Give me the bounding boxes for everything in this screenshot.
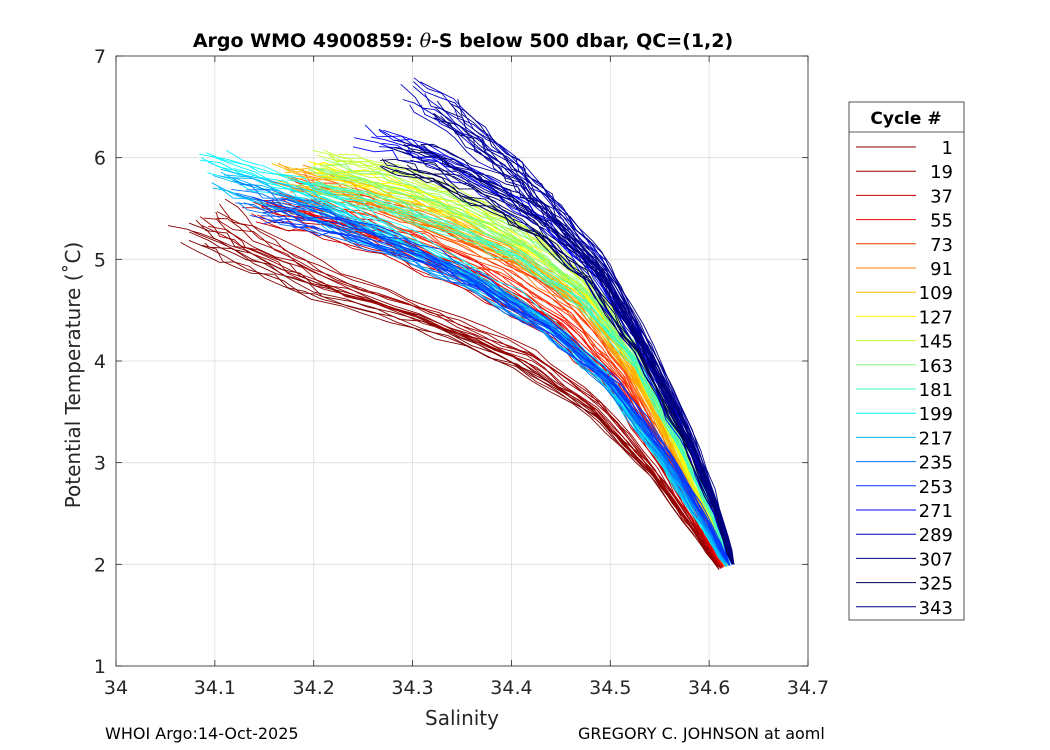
profile-line-cycle-19 xyxy=(199,216,722,569)
x-axis-label: Salinity xyxy=(425,706,499,730)
legend-label: 271 xyxy=(919,501,953,522)
profile-line-cycle-19 xyxy=(215,211,722,569)
profile-line-cycle-19 xyxy=(208,225,722,569)
legend-label: 91 xyxy=(930,259,953,280)
legend-label: 235 xyxy=(919,453,953,474)
legend-label: 253 xyxy=(919,477,953,498)
legend-label: 37 xyxy=(930,186,953,207)
profile-line-cycle-253 xyxy=(266,203,731,566)
x-tick-label: 34 xyxy=(104,677,128,699)
footer-date: WHOI Argo:14-Oct-2025 xyxy=(105,724,299,743)
title-suffix: -S below 500 dbar, QC=(1,2) xyxy=(431,30,733,52)
legend-label: 217 xyxy=(919,428,953,449)
x-tick-label: 34.6 xyxy=(688,677,730,699)
y-tick-label: 6 xyxy=(94,148,106,170)
legend-label: 145 xyxy=(919,332,953,353)
legend-label: 343 xyxy=(919,598,953,619)
y-axis-label: Potential Temperature (˚C) xyxy=(61,242,85,509)
profile-line-cycle-307 xyxy=(457,98,735,565)
x-tick-label: 34.3 xyxy=(391,677,433,699)
legend-entries: 1 19 37 55 73 91 109 127 145 163 181 199 217 235 253 27… xyxy=(856,138,953,619)
legend-label: 73 xyxy=(930,235,953,256)
y-tick-label: 4 xyxy=(94,351,106,373)
legend-label: 55 xyxy=(930,211,953,232)
profile-line-cycle-253 xyxy=(263,219,731,566)
profile-line-cycle-253 xyxy=(262,210,731,566)
profile-line-cycle-343 xyxy=(419,147,735,565)
profile-line-cycle-181 xyxy=(298,181,731,565)
legend-label: 109 xyxy=(919,283,953,304)
profile-line-cycle-235 xyxy=(237,202,730,566)
x-tick-label: 34.5 xyxy=(589,677,631,699)
legend-label: 19 xyxy=(930,162,953,183)
legend-label: 289 xyxy=(919,525,953,546)
x-tick-label: 34.7 xyxy=(787,677,829,699)
legend-title: Cycle # xyxy=(870,109,941,129)
profile-line-cycle-307 xyxy=(449,102,735,565)
title-prefix: Argo WMO 4900859: xyxy=(193,30,420,52)
profile-line-cycle-1 xyxy=(180,242,720,570)
profile-line-cycle-253 xyxy=(249,214,731,566)
profile-line-cycle-343 xyxy=(428,144,735,565)
x-tick-label: 34.4 xyxy=(490,677,532,699)
y-tick-label: 3 xyxy=(94,453,106,475)
footer-author: GREGORY C. JOHNSON at aoml xyxy=(578,724,825,743)
legend-label: 307 xyxy=(919,549,953,570)
title-theta: θ xyxy=(420,30,432,52)
profile-line-cycle-343 xyxy=(420,143,735,565)
y-tick-label: 7 xyxy=(94,46,106,68)
legend-label: 1 xyxy=(942,138,953,159)
y-tick-label: 5 xyxy=(94,249,106,271)
y-tick-label: 2 xyxy=(94,554,106,576)
legend-label: 163 xyxy=(919,356,953,377)
profile-line-cycle-253 xyxy=(268,199,731,566)
profile-line-cycle-307 xyxy=(451,105,735,565)
profile-lines xyxy=(167,77,735,570)
legend-label: 199 xyxy=(919,404,953,425)
legend-label: 325 xyxy=(919,574,953,595)
profile-line-cycle-181 xyxy=(315,180,731,565)
legend: Cycle # 1 19 37 55 73 91 109 127 145 163 181 199 217… xyxy=(848,101,965,621)
legend-label: 181 xyxy=(919,380,953,401)
profile-line-cycle-181 xyxy=(290,190,731,565)
x-tick-label: 34.1 xyxy=(194,677,236,699)
x-tick-label: 34.2 xyxy=(293,677,335,699)
profile-line-cycle-19 xyxy=(216,218,722,569)
y-tick-label: 1 xyxy=(94,656,106,678)
profile-line-cycle-253 xyxy=(260,215,731,566)
profile-line-cycle-19 xyxy=(224,198,722,569)
legend-box xyxy=(848,101,965,621)
profile-line-cycle-181 xyxy=(301,188,731,565)
chart-title: Argo WMO 4900859: θ-S below 500 dbar, QC… xyxy=(193,30,733,52)
profile-line-cycle-343 xyxy=(410,159,735,565)
profile-line-cycle-307 xyxy=(432,113,735,565)
legend-label: 127 xyxy=(919,307,953,328)
